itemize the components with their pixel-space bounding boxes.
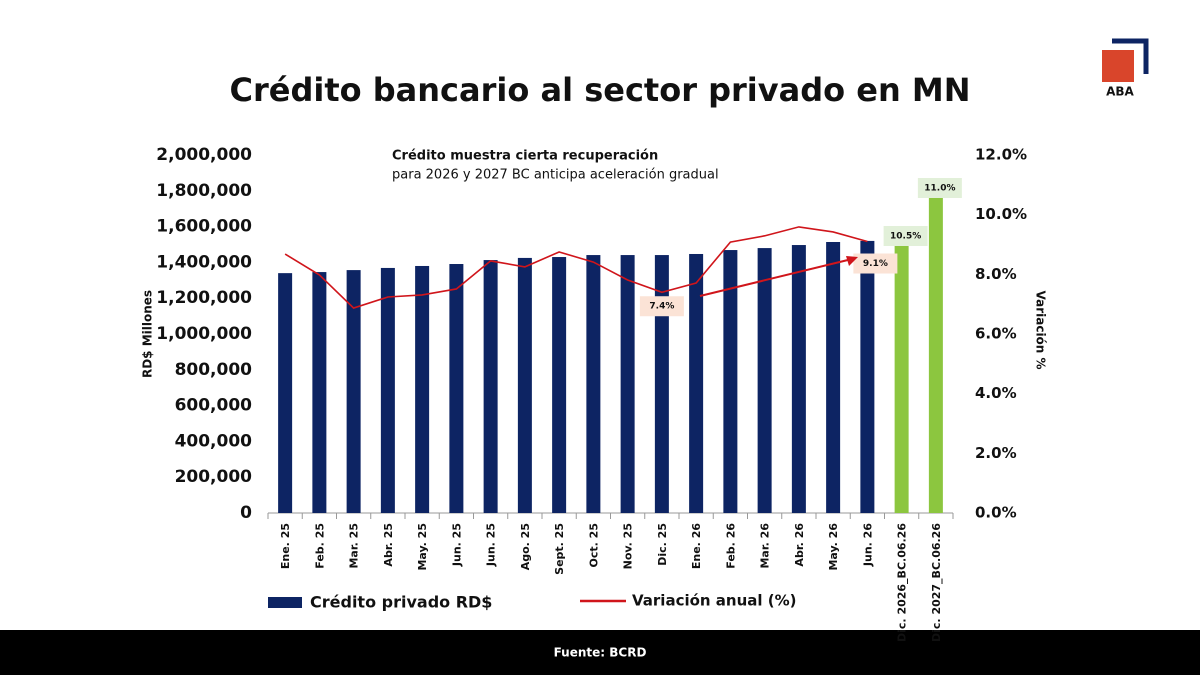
y-axis-title: RD$ Millones bbox=[141, 290, 155, 378]
line bbox=[284, 226, 868, 309]
y-tick-label: 1,000,000 bbox=[156, 324, 252, 344]
x-tick-label: Jun. 25 bbox=[450, 523, 463, 567]
legend-swatch bbox=[268, 597, 302, 608]
x-tick-label: Jun. 25 bbox=[485, 523, 498, 567]
value-label: 9.1% bbox=[863, 259, 888, 269]
trend-arrow bbox=[699, 258, 853, 297]
legend-label: Variación anual (%) bbox=[632, 592, 797, 610]
x-tick-label: Nov. 25 bbox=[622, 523, 635, 569]
x-tick-label: Mar. 26 bbox=[759, 523, 772, 569]
x-tick-label: Abr. 25 bbox=[382, 523, 395, 567]
bar bbox=[278, 273, 293, 513]
y2-tick-label: 0.0% bbox=[975, 504, 1017, 522]
y2-tick-label: 6.0% bbox=[975, 325, 1017, 343]
x-tick-label: Dic. 2026_BC.06.26 bbox=[896, 523, 909, 642]
logo-text: ABA bbox=[1106, 85, 1134, 99]
x-tick-label: May. 25 bbox=[416, 523, 429, 571]
y-tick-label: 2,000,000 bbox=[156, 145, 252, 165]
y2-tick-label: 10.0% bbox=[975, 205, 1027, 223]
bar bbox=[620, 255, 635, 513]
y-tick-label: 200,000 bbox=[175, 467, 253, 487]
projection-label: 11.0% bbox=[924, 184, 955, 194]
x-tick-label: Ago. 25 bbox=[519, 523, 532, 570]
bar bbox=[860, 240, 875, 514]
y-tick-label: 0 bbox=[240, 503, 252, 523]
y-tick-label: 1,400,000 bbox=[156, 252, 252, 272]
source: Fuente: BCRD bbox=[554, 646, 647, 660]
y-tick-label: 600,000 bbox=[175, 396, 253, 416]
x-tick-label: Ene. 26 bbox=[690, 523, 703, 569]
y2-tick-label: 8.0% bbox=[975, 265, 1017, 283]
x-tick-label: Sept. 25 bbox=[553, 523, 566, 575]
legend-label: Crédito privado RD$ bbox=[310, 593, 492, 612]
trend-arrowhead bbox=[846, 256, 858, 266]
bar bbox=[483, 260, 498, 513]
y-tick-label: 1,200,000 bbox=[156, 288, 252, 308]
y-tick-label: 1,800,000 bbox=[156, 181, 252, 201]
bar bbox=[517, 257, 532, 513]
y2-axis-title: Variación % bbox=[1034, 290, 1048, 369]
x-tick-label: Feb. 25 bbox=[313, 523, 326, 569]
footer-bar bbox=[0, 630, 1200, 675]
x-tick-label: Dic. 25 bbox=[656, 523, 669, 566]
projection-label: 10.5% bbox=[890, 232, 921, 242]
x-tick-label: Feb. 26 bbox=[724, 523, 737, 569]
bar bbox=[346, 270, 361, 513]
bar bbox=[415, 265, 430, 513]
y2-tick-label: 12.0% bbox=[975, 146, 1027, 164]
value-label-box bbox=[639, 296, 684, 317]
x-tick-label: Dic. 2027_BC.06.26 bbox=[930, 523, 943, 642]
bar bbox=[654, 255, 669, 513]
bar bbox=[894, 237, 909, 513]
y-tick-label: 1,600,000 bbox=[156, 217, 252, 237]
projection-label-box bbox=[883, 226, 928, 246]
value-label-box bbox=[853, 253, 898, 274]
chart-title: Crédito bancario al sector privado en MN bbox=[230, 71, 971, 109]
x-tick-label: Oct. 25 bbox=[587, 523, 600, 567]
x-tick-label: Abr. 26 bbox=[793, 523, 806, 567]
bar bbox=[449, 264, 464, 513]
value-label: 7.4% bbox=[649, 302, 674, 312]
y-tick-label: 400,000 bbox=[175, 431, 253, 451]
projection-label-box bbox=[917, 178, 962, 198]
subtitle: Crédito muestra cierta recuperación bbox=[392, 149, 658, 164]
bar bbox=[826, 241, 841, 513]
x-tick-label: May. 26 bbox=[827, 523, 840, 571]
logo-square bbox=[1102, 50, 1134, 82]
y-tick-label: 800,000 bbox=[175, 360, 253, 380]
bar bbox=[928, 197, 943, 513]
y2-tick-label: 4.0% bbox=[975, 384, 1017, 402]
bar bbox=[586, 255, 601, 513]
bar bbox=[552, 257, 567, 513]
x-tick-label: Jun. 26 bbox=[861, 523, 874, 567]
bar bbox=[380, 267, 395, 513]
y2-tick-label: 2.0% bbox=[975, 444, 1017, 462]
logo-corner bbox=[1112, 38, 1149, 74]
bar bbox=[791, 245, 806, 514]
x-tick-label: Ene. 25 bbox=[279, 523, 292, 569]
bar bbox=[689, 253, 704, 513]
bar bbox=[723, 250, 738, 513]
bar bbox=[312, 272, 327, 513]
x-tick-label: Mar. 25 bbox=[348, 523, 361, 569]
subtitle: para 2026 y 2027 BC anticipa aceleración… bbox=[392, 168, 719, 183]
bar bbox=[757, 248, 772, 513]
